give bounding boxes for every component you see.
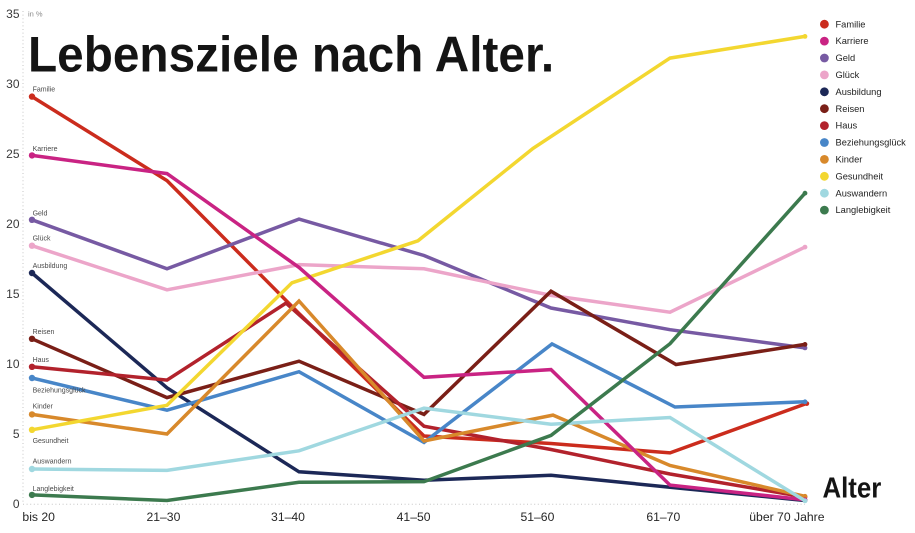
svg-text:61–70: 61–70 bbox=[646, 510, 680, 524]
svg-text:Glück: Glück bbox=[836, 70, 860, 80]
svg-text:Haus: Haus bbox=[836, 121, 858, 131]
svg-text:in %: in % bbox=[28, 10, 43, 19]
svg-text:Karriere: Karriere bbox=[836, 36, 869, 46]
svg-text:Lebensziele nach Alter.: Lebensziele nach Alter. bbox=[28, 28, 554, 83]
svg-text:21–30: 21–30 bbox=[146, 510, 180, 524]
svg-text:Gesundheit: Gesundheit bbox=[836, 171, 884, 181]
svg-text:Ausbildung: Ausbildung bbox=[33, 263, 68, 270]
svg-text:Familie: Familie bbox=[836, 19, 866, 29]
svg-text:Kinder: Kinder bbox=[836, 155, 863, 165]
svg-text:Beziehungsglück: Beziehungsglück bbox=[33, 388, 86, 395]
svg-text:Geld: Geld bbox=[836, 53, 856, 63]
svg-text:Auswandern: Auswandern bbox=[33, 459, 72, 466]
svg-text:Familie: Familie bbox=[33, 87, 56, 94]
svg-text:Karriere: Karriere bbox=[33, 146, 58, 153]
svg-text:Geld: Geld bbox=[33, 211, 48, 218]
svg-text:Beziehungsglück: Beziehungsglück bbox=[836, 138, 907, 148]
svg-text:0: 0 bbox=[13, 497, 20, 511]
svg-text:Langlebigkeit: Langlebigkeit bbox=[33, 486, 74, 493]
svg-text:10: 10 bbox=[6, 357, 20, 371]
svg-text:51–60: 51–60 bbox=[520, 510, 554, 524]
svg-text:15: 15 bbox=[6, 287, 20, 301]
svg-text:20: 20 bbox=[6, 217, 20, 231]
svg-text:Reisen: Reisen bbox=[836, 104, 865, 114]
svg-text:Haus: Haus bbox=[33, 357, 50, 364]
svg-text:31–40: 31–40 bbox=[271, 510, 305, 524]
svg-text:Alter: Alter bbox=[823, 471, 882, 504]
svg-text:Ausbildung: Ausbildung bbox=[836, 87, 882, 97]
svg-text:Glück: Glück bbox=[33, 236, 51, 243]
svg-text:35: 35 bbox=[6, 7, 20, 21]
svg-text:Gesundheit: Gesundheit bbox=[33, 438, 69, 445]
svg-text:bis 20: bis 20 bbox=[22, 510, 55, 524]
svg-text:41–50: 41–50 bbox=[397, 510, 431, 524]
svg-text:5: 5 bbox=[13, 427, 20, 441]
svg-text:Auswandern: Auswandern bbox=[836, 188, 888, 198]
svg-text:Kinder: Kinder bbox=[33, 404, 54, 411]
svg-text:25: 25 bbox=[6, 147, 20, 161]
svg-text:30: 30 bbox=[6, 77, 20, 91]
svg-text:Langlebigkeit: Langlebigkeit bbox=[836, 205, 891, 215]
svg-text:Reisen: Reisen bbox=[33, 329, 55, 336]
svg-text:über 70 Jahre: über 70 Jahre bbox=[749, 510, 824, 524]
